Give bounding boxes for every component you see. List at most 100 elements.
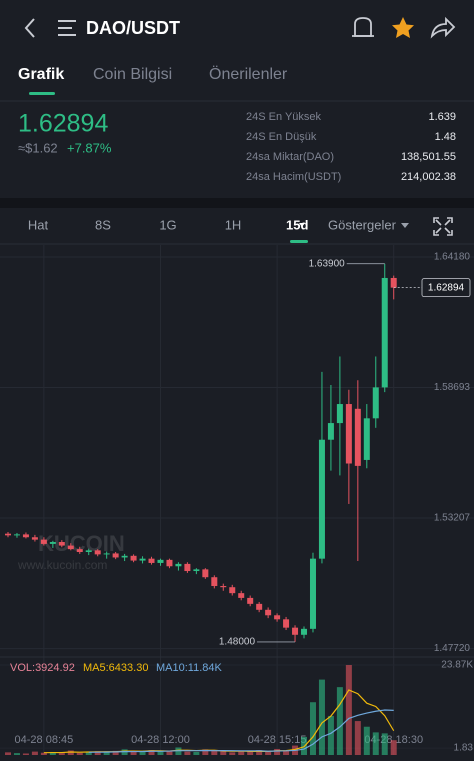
candle-body xyxy=(13,534,20,536)
candle-body xyxy=(318,439,325,559)
menu-icon[interactable] xyxy=(58,20,76,36)
candle-body xyxy=(112,553,119,558)
back-icon[interactable] xyxy=(24,18,35,38)
candle-body xyxy=(211,577,218,587)
candle-body xyxy=(238,593,245,598)
tab[interactable]: Önerilenler xyxy=(209,65,288,83)
candle-body xyxy=(193,569,200,572)
candle-body xyxy=(274,615,281,620)
candle-body xyxy=(354,408,361,466)
timeframe[interactable]: 15d xyxy=(286,217,308,232)
candle-body xyxy=(5,533,11,536)
volume-bar xyxy=(31,751,38,755)
candle-body xyxy=(390,277,397,288)
stat-value: 214,002.38 xyxy=(401,171,456,183)
y-tick-label: 1.47720 xyxy=(434,643,471,654)
volume-bar xyxy=(274,748,281,755)
share-icon[interactable] xyxy=(430,16,456,39)
candle-body xyxy=(345,404,352,464)
alert-icon[interactable] xyxy=(352,17,374,37)
volume-bar xyxy=(112,750,119,755)
volume-bar xyxy=(345,665,352,755)
volume-bar xyxy=(372,732,379,755)
candle-body xyxy=(166,559,173,567)
pair-title: DAO/USDT xyxy=(86,18,180,38)
candle-body xyxy=(256,603,263,610)
watermark-url: www.kucoin.com xyxy=(17,558,107,572)
volume-bar xyxy=(202,749,209,755)
tab[interactable]: Grafik xyxy=(18,66,64,83)
y-tick-label: 1.64180 xyxy=(434,252,471,263)
x-tick-label: 04-28 15:15 xyxy=(248,734,307,746)
candle-body xyxy=(40,539,47,544)
candle-body xyxy=(148,558,155,563)
timeframe[interactable]: Göstergeler xyxy=(328,217,397,232)
candle-body xyxy=(363,418,370,460)
volume-bar xyxy=(247,751,254,755)
candle-body xyxy=(175,563,182,567)
fiat-price: ≈$1.62 xyxy=(18,140,58,155)
ma-line xyxy=(88,709,394,753)
candle-body xyxy=(372,387,379,419)
volume-bar xyxy=(130,751,137,755)
timeframe[interactable]: Hat xyxy=(28,217,49,232)
candle-body xyxy=(301,628,308,635)
candle-body xyxy=(327,423,334,440)
favorite-icon[interactable] xyxy=(392,17,414,38)
candle-body xyxy=(265,609,272,616)
volume-bar xyxy=(354,721,361,755)
volume-bar xyxy=(229,752,236,755)
candle-body xyxy=(220,586,227,588)
volume-bar xyxy=(318,679,325,755)
timeframe[interactable]: 8S xyxy=(95,217,111,232)
candle-body xyxy=(381,277,388,388)
candle-body xyxy=(336,404,343,424)
candle-body xyxy=(103,553,110,555)
candle-body xyxy=(202,569,209,578)
volume-bar xyxy=(5,752,11,755)
volume-bar xyxy=(283,750,290,755)
volume-bar xyxy=(327,715,334,755)
volume-bar xyxy=(76,752,83,755)
timeframe[interactable]: 1H xyxy=(225,217,242,232)
candle-body xyxy=(247,597,254,604)
candle-body xyxy=(31,537,38,540)
volume-bar xyxy=(157,751,164,755)
stats: 24S En Yüksek 1.639 24S En Düşük 1.48 24sa M… xyxy=(246,111,456,183)
section-gap xyxy=(0,198,474,208)
volume-bar xyxy=(336,687,343,755)
candle-body xyxy=(283,619,290,628)
volume-tick-label: 23.87K xyxy=(441,660,473,671)
fullscreen-icon[interactable] xyxy=(433,217,453,236)
dropdown-icon[interactable] xyxy=(401,223,409,228)
volume-bar xyxy=(103,752,110,755)
volume-bar xyxy=(238,751,245,755)
candle-body xyxy=(67,545,74,550)
x-tick-label: 04-28 18:30 xyxy=(364,734,423,746)
candle-body xyxy=(76,549,83,552)
timeframe-indicator xyxy=(290,240,308,243)
candle-body xyxy=(85,550,92,552)
volume-bar xyxy=(193,751,200,755)
timeframe[interactable]: 1G xyxy=(159,217,176,232)
stat-label: 24sa Miktar(DAO) xyxy=(246,151,334,163)
volume-bar xyxy=(67,750,74,755)
volume-bar xyxy=(265,751,272,755)
volume-bar xyxy=(85,751,92,755)
volume-bar xyxy=(58,753,65,755)
candle-body xyxy=(130,555,137,561)
volume-bar xyxy=(184,751,191,755)
dropdown-icon[interactable] xyxy=(299,223,305,227)
y-tick-label: 1.58693 xyxy=(434,382,471,393)
volume-bar xyxy=(381,733,388,755)
candle-body xyxy=(49,542,56,544)
candle-body xyxy=(184,563,191,572)
tab[interactable]: Coin Bilgisi xyxy=(93,66,172,83)
x-tick-label: 04-28 08:45 xyxy=(15,734,74,746)
volume-bar xyxy=(148,750,155,755)
volume-tick-label: 1.83 xyxy=(454,743,474,754)
stat-value: 1.48 xyxy=(435,131,456,143)
candle-body xyxy=(22,534,29,538)
